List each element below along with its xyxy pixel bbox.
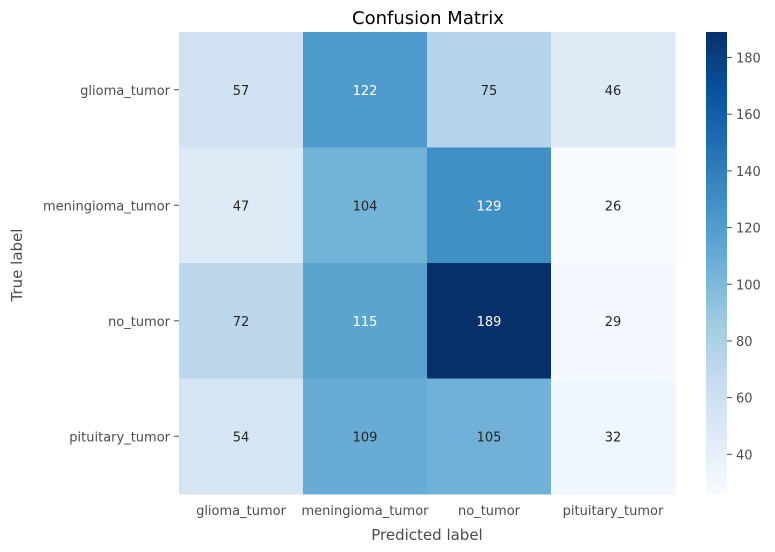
- y-tick-label: pituitary_tumor: [69, 430, 170, 445]
- heatmap-cell: [427, 32, 552, 148]
- heatmap-cell: [303, 378, 428, 495]
- y-tick-label: glioma_tumor: [80, 84, 171, 99]
- heatmap-cell: [551, 32, 676, 148]
- heatmap-cells: 57 122 75 46 47 104 129 26 72 115 189 29 54 109 105 32: [179, 32, 676, 495]
- cell-value-label: 122: [353, 84, 378, 99]
- heatmap-cell: [179, 263, 304, 379]
- chart-title: Confusion Matrix: [352, 8, 504, 29]
- colorbar-ticks: 40 60 80 100 120 140 160 180: [727, 52, 761, 463]
- heatmap-cell: [427, 378, 552, 495]
- x-axis-title: Predicted label: [371, 526, 482, 544]
- heatmap-cell: [303, 147, 428, 264]
- colorbar-tick-label: 40: [736, 448, 753, 463]
- colorbar-tick-label: 60: [736, 392, 753, 407]
- colorbar-tick-label: 80: [736, 335, 753, 350]
- heatmap-cell: [303, 263, 428, 379]
- cell-value-label: 47: [233, 199, 250, 214]
- y-tick-label: meningioma_tumor: [43, 199, 171, 214]
- colorbar-tick-label: 120: [736, 222, 761, 237]
- cell-value-label: 54: [233, 430, 250, 445]
- cell-value-label: 26: [605, 199, 622, 214]
- cell-value-label: 32: [605, 430, 622, 445]
- cell-value-label: 75: [481, 84, 498, 99]
- cell-value-label: 115: [353, 315, 378, 330]
- colorbar-tick-label: 100: [736, 278, 761, 293]
- heatmap-cell: [303, 32, 428, 148]
- colorbar-tick-label: 180: [736, 52, 761, 67]
- cell-value-label: 72: [233, 315, 250, 330]
- cell-value-label: 46: [605, 84, 622, 99]
- x-tick-label: glioma_tumor: [196, 504, 287, 519]
- y-tick-labels: glioma_tumor meningioma_tumor no_tumorpitu…: [43, 84, 179, 445]
- cell-value-label: 57: [233, 84, 250, 99]
- x-tick-labels: glioma_tumor meningioma_tumor no_tumor pitu…: [196, 504, 664, 519]
- heatmap-cell: [179, 147, 304, 264]
- y-tick-label: no_tumor: [108, 315, 171, 330]
- colorbar-tick-label: 140: [736, 165, 761, 180]
- x-tick-label: pituitary_tumor: [563, 504, 664, 519]
- heatmap-cell: [427, 263, 552, 379]
- cell-value-label: 105: [477, 430, 502, 445]
- colorbar-tick-label: 160: [736, 108, 761, 123]
- heatmap-cell: [551, 378, 676, 495]
- cell-value-label: 129: [477, 199, 502, 214]
- heatmap-cell: [179, 32, 304, 148]
- cell-value-label: 109: [353, 430, 378, 445]
- y-axis-title: True label: [8, 229, 26, 303]
- x-tick-label: no_tumor: [458, 504, 521, 519]
- x-tick-label: meningioma_tumor: [302, 504, 430, 519]
- heatmap-cell: [551, 263, 676, 379]
- cell-value-label: 29: [605, 315, 622, 330]
- heatmap-cell: [179, 378, 304, 495]
- heatmap-cell: [551, 147, 676, 264]
- heatmap-cell: [427, 147, 552, 264]
- cell-value-label: 189: [477, 315, 502, 330]
- cell-value-label: 104: [353, 199, 378, 214]
- colorbar: [706, 32, 727, 494]
